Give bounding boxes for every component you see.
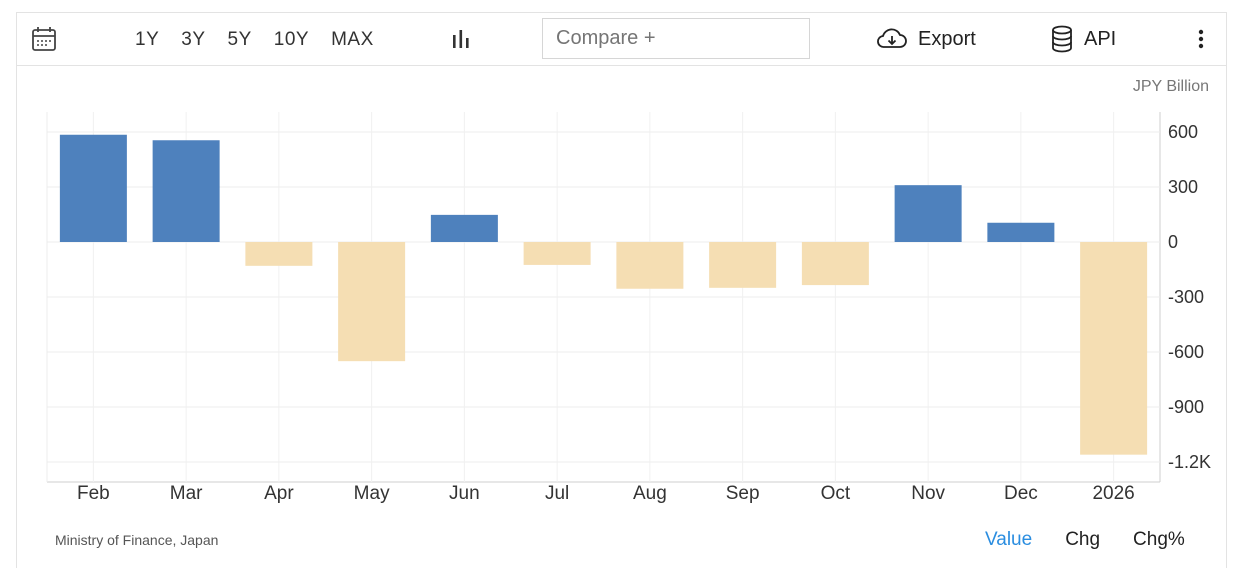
mode-value-tab[interactable]: Value (985, 529, 1033, 550)
y-tick-label: -600 (1168, 342, 1204, 362)
bar-sep (709, 242, 777, 288)
y-tick-label: 600 (1168, 122, 1198, 142)
y-tick-label: -900 (1168, 397, 1204, 417)
source-label: Ministry of Finance, Japan (55, 532, 219, 548)
bar-may (338, 242, 406, 362)
export-button[interactable]: Export (876, 26, 976, 52)
x-tick-label: 2026 (1092, 483, 1134, 504)
database-icon (1052, 25, 1072, 53)
bar-chart: 600 300 0 -300 -600 -900 -1.2K Feb Mar Apr May Jun J… (46, 112, 1211, 504)
bar-chart-icon[interactable] (449, 27, 473, 51)
bar-mar (152, 140, 220, 242)
x-tick-label: May (354, 483, 390, 504)
y-tick-label: 300 (1168, 177, 1198, 197)
x-tick-label: Nov (911, 483, 945, 504)
bar-jul (523, 242, 591, 265)
more-vertical-icon[interactable] (1191, 27, 1211, 51)
x-tick-label: Sep (726, 483, 760, 504)
bar-feb (59, 134, 127, 242)
x-tick-label: Jul (545, 483, 569, 504)
range-5y-button[interactable]: 5Y (227, 29, 252, 50)
api-label: API (1084, 27, 1117, 50)
toolbar: 1Y 3Y 5Y 10Y MAX Export (17, 13, 1226, 66)
range-max-button[interactable]: MAX (331, 29, 374, 50)
calendar-icon[interactable] (31, 26, 57, 52)
y-tick-label: -300 (1168, 287, 1204, 307)
bar-aug (616, 242, 684, 289)
chart-frame: 1Y 3Y 5Y 10Y MAX Export (16, 12, 1227, 568)
bar-jun (430, 214, 498, 242)
bar-2026 (1080, 242, 1148, 455)
bar-oct (801, 242, 869, 286)
x-tick-label: Feb (77, 483, 110, 504)
range-1y-button[interactable]: 1Y (135, 29, 160, 50)
x-tick-label: Apr (264, 483, 294, 504)
value-mode-tabs: Value Chg Chg% (985, 529, 1218, 551)
x-tick-label: Dec (1004, 483, 1038, 504)
range-3y-button[interactable]: 3Y (181, 29, 206, 50)
compare-input[interactable] (542, 18, 810, 59)
range-10y-button[interactable]: 10Y (273, 29, 310, 50)
y-tick-label: 0 (1168, 232, 1178, 252)
mode-chg-tab[interactable]: Chg (1065, 529, 1101, 550)
mode-chgpct-tab[interactable]: Chg% (1133, 529, 1185, 550)
x-tick-label: Jun (449, 483, 480, 504)
x-tick-label: Aug (633, 483, 667, 504)
y-tick-label: -1.2K (1168, 452, 1211, 472)
bar-apr (245, 242, 313, 266)
unit-label: JPY Billion (1132, 78, 1209, 95)
bar-dec (987, 222, 1055, 242)
x-tick-label: Oct (821, 483, 851, 504)
range-selector: 1Y 3Y 5Y 10Y MAX (135, 28, 396, 52)
x-tick-label: Mar (170, 483, 203, 504)
export-label: Export (918, 27, 976, 50)
bar-nov (894, 185, 962, 242)
cloud-download-icon (877, 28, 907, 48)
api-button[interactable]: API (1050, 25, 1116, 53)
